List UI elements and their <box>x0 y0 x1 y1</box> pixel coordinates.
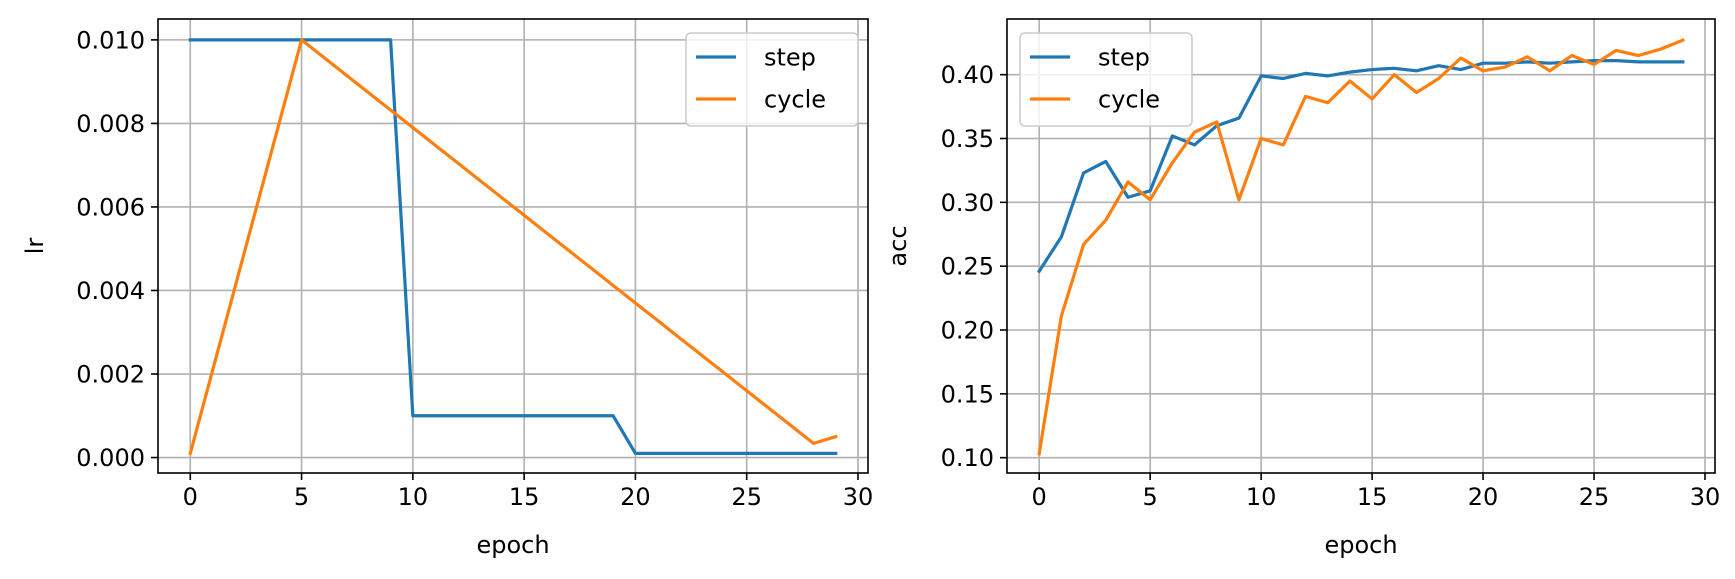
x-tick-label: 15 <box>509 483 540 511</box>
y-tick-label: 0.25 <box>941 253 994 281</box>
x-axis-label: epoch <box>1324 531 1397 559</box>
y-tick-label: 0.35 <box>941 125 994 153</box>
x-tick-label: 5 <box>1143 483 1158 511</box>
y-tick-label: 0.30 <box>941 189 994 217</box>
legend-label-step: step <box>764 44 816 72</box>
legend-label-step: step <box>1098 44 1150 72</box>
x-tick-label: 30 <box>1690 483 1721 511</box>
x-tick-label: 25 <box>731 483 762 511</box>
legend: step cycle <box>686 33 858 126</box>
y-tick-label: 0.002 <box>76 361 145 389</box>
x-tick-label: 10 <box>398 483 429 511</box>
x-tick-label: 5 <box>294 483 309 511</box>
y-tick-label: 0.006 <box>76 193 145 221</box>
y-axis-label: lr <box>21 238 49 255</box>
legend-label-cycle: cycle <box>764 86 826 114</box>
x-tick-label: 30 <box>843 483 874 511</box>
y-tick-label: 0.004 <box>76 277 145 305</box>
x-tick-label: 0 <box>1032 483 1047 511</box>
y-tick-label: 0.010 <box>76 26 145 54</box>
x-tick-label: 10 <box>1246 483 1277 511</box>
legend: step cycle <box>1020 33 1192 126</box>
x-tick-label: 25 <box>1579 483 1610 511</box>
x-axis-label: epoch <box>476 531 549 559</box>
y-tick-label: 0.20 <box>941 317 994 345</box>
y-tick-label: 0.008 <box>76 110 145 138</box>
lr-chart: 0 5 10 15 20 25 30 0.000 0.002 0.004 0.006 0.008 0.0… <box>21 19 873 559</box>
y-tick-label: 0.40 <box>941 61 994 89</box>
acc-chart: 0 5 10 15 20 25 30 0.10 0.15 0.20 0.25 0.30 0.35 0.40… <box>884 19 1720 559</box>
x-tick-label: 20 <box>1468 483 1499 511</box>
y-tick-label: 0.15 <box>941 380 994 408</box>
x-tick-label: 15 <box>1357 483 1388 511</box>
y-axis-label: acc <box>884 225 912 266</box>
x-tick-label: 20 <box>620 483 651 511</box>
y-tick-label: 0.000 <box>76 444 145 472</box>
x-tick-label: 0 <box>183 483 198 511</box>
legend-label-cycle: cycle <box>1098 86 1160 114</box>
y-tick-label: 0.10 <box>941 444 994 472</box>
